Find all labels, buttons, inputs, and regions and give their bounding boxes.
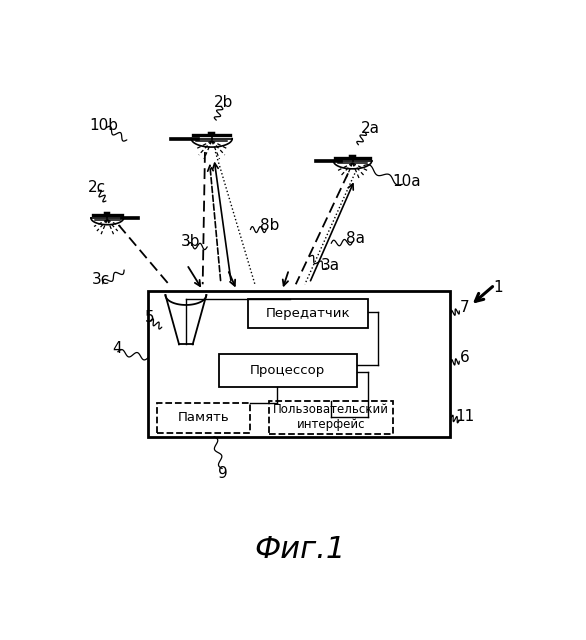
Bar (248, 298, 369, 328)
Text: Фиг.1: Фиг.1 (255, 536, 346, 564)
Text: 7: 7 (460, 300, 469, 315)
Text: 1: 1 (493, 280, 503, 295)
Text: 2b: 2b (213, 95, 233, 110)
Text: 11: 11 (455, 410, 474, 424)
Text: 4: 4 (113, 341, 122, 356)
Bar (219, 354, 357, 387)
Text: 5: 5 (145, 310, 154, 324)
Text: 6: 6 (460, 350, 469, 365)
Bar (157, 403, 250, 433)
Text: Память: Память (178, 412, 230, 424)
Text: 3c: 3c (92, 273, 111, 287)
Bar (268, 401, 393, 434)
Bar (148, 291, 450, 436)
Text: 2c: 2c (88, 180, 106, 195)
Text: Пользовательский
интерфейс: Пользовательский интерфейс (273, 403, 389, 431)
Text: 10a: 10a (393, 174, 421, 189)
Text: 3a: 3a (321, 257, 340, 273)
Text: 9: 9 (218, 466, 228, 481)
Text: 10b: 10b (90, 118, 118, 132)
Text: 3b: 3b (180, 234, 200, 250)
Text: Передатчик: Передатчик (266, 307, 350, 320)
Text: 8a: 8a (346, 231, 365, 246)
Text: 8b: 8b (260, 218, 279, 233)
Text: Процессор: Процессор (250, 364, 325, 377)
Text: 2a: 2a (361, 121, 380, 136)
